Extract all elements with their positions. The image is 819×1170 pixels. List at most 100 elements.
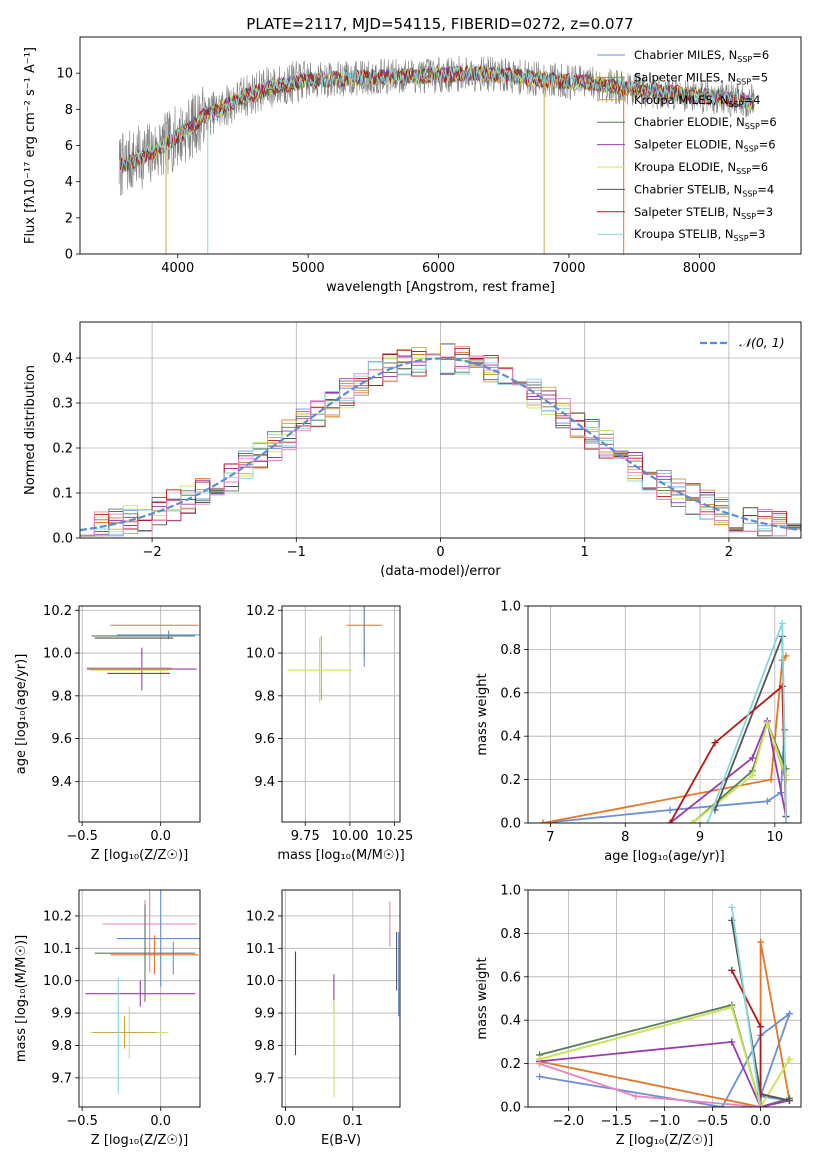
axes-frame [281,605,401,823]
y-tick-label: 9.9 [51,1007,72,1022]
weight-marker [785,1010,793,1018]
y-tick-label: 9.7 [254,1071,275,1086]
legend-label: 𝒩(0, 1) [739,335,785,350]
weight-marker [728,903,736,911]
y-tick-label: 6 [65,139,73,154]
weight-marker [711,739,719,747]
weight-vs-age-panel: 7 8 9 10 0.0 0.2 0.4 0.6 0.8 1.0 age [log₁₀(age/yr… [475,600,802,864]
x-tick-label: 5000 [292,261,325,276]
weight-marker [666,819,674,823]
weight-marker [632,1092,640,1100]
weight-marker [778,682,786,690]
legend-label: Salpeter ELODIE, NSSP=6 [634,138,776,154]
weight-marker [757,1023,765,1031]
y-tick-label: 9.8 [51,689,72,704]
weight-line [539,1040,790,1107]
residual-histogram [80,354,801,537]
x-tick-label: −1.0 [649,1114,681,1129]
mass-vs-ebv-panel: 0.0 0.1 9.7 9.8 9.9 10.0 10.1 10.2 E(B-V) [246,889,401,1148]
y-tick-label: 10.2 [43,604,72,619]
weight-line [706,623,787,823]
y-tick-label: 9.6 [51,732,72,747]
observed-spectrum-line [118,55,755,196]
y-tick-label: 0.0 [500,1101,521,1116]
y-tick-label: 0.2 [500,1057,521,1072]
weight-marker [689,819,697,823]
y-tick-label: 0.0 [500,817,521,832]
weight-marker [785,1096,793,1104]
y-tick-label: 1.0 [500,600,521,615]
weight-marker [782,819,790,823]
weight-line [730,907,762,1107]
x-tick-label: −0.5 [66,1114,98,1129]
x-tick-label: 10.00 [331,829,368,844]
normal-curve [79,357,802,532]
weight-marker [536,1060,544,1068]
y-tick-label: 1.0 [500,884,521,899]
x-tick-label: −1.5 [601,1114,633,1129]
y-tick-label: 9.9 [254,1007,275,1022]
x-tick-label: −2 [143,545,162,560]
x-tick-label: 8000 [683,261,716,276]
weight-marker [763,719,771,727]
x-tick-label: 6000 [422,261,455,276]
x-axis-label: E(B-V) [321,1133,361,1148]
y-axis-label: age [log₁₀(age/yr)] [14,654,29,775]
weight-marker [728,966,736,974]
y-tick-label: 0.8 [500,927,521,942]
y-tick-label: 10.0 [246,974,275,989]
weight-vs-metallicity-panel: −2.0 −1.5 −1.0 −0.5 0.0 0.0 0.2 0.4 0.6 0.8 1.0 Z [… [475,884,802,1148]
x-tick-label: 0.0 [275,1114,296,1129]
axes-frame [78,605,201,823]
y-axis-label: Flux [fλ10⁻¹⁷ erg cm⁻² s⁻¹ A⁻¹] [23,47,38,244]
y-tick-label: 0.3 [52,397,73,412]
weight-line [539,1006,791,1107]
y-tick-label: 0.2 [500,773,521,788]
x-tick-label: 1 [581,545,589,560]
y-tick-label: 10.2 [246,604,275,619]
x-tick-label: −2.0 [553,1114,585,1129]
y-tick-label: 0.0 [52,532,73,547]
weight-marker [536,1073,544,1081]
weight-line [730,969,762,1107]
y-tick-label: 0 [65,248,73,263]
weight-line [669,684,787,823]
y-tick-label: 10 [56,67,73,82]
y-tick-label: 0.6 [500,970,521,985]
y-axis-label: mass [log₁₀(M/M☉)] [14,935,29,1062]
y-tick-label: 0.6 [500,686,521,701]
model-spectrum-line [120,64,755,175]
axes-frame [527,889,802,1108]
x-tick-label: 7000 [552,261,585,276]
x-axis-label: mass [log₁₀(M/M☉)] [277,848,404,863]
legend-label: Salpeter STELIB, NSSP=3 [634,205,773,221]
weight-marker [757,1103,765,1107]
x-tick-label: −1 [287,545,306,560]
x-tick-label: 8 [621,830,629,845]
weight-marker [728,1038,736,1046]
y-tick-label: 0.4 [500,1014,521,1029]
x-axis-label: Z [log₁₀(Z/Z☉)] [91,1133,188,1148]
axes-frame [79,36,802,255]
y-tick-label: 9.8 [254,689,275,704]
y-tick-label: 0.8 [500,643,521,658]
weight-marker [778,619,786,627]
weight-marker [748,771,756,779]
y-tick-label: 9.4 [51,775,72,790]
age-vs-mass-panel: 9.75 10.00 10.25 9.4 9.6 9.8 10.0 10.2 mass [log… [246,604,413,863]
y-tick-label: 10.0 [43,974,72,989]
x-axis-label: Z [log₁₀(Z/Z☉)] [91,848,188,863]
y-tick-label: 2 [65,211,73,226]
y-tick-label: 0.2 [52,442,73,457]
residual-histogram [80,354,801,537]
weight-marker [763,797,771,805]
x-axis-label: age [log₁₀(age/yr)] [604,849,725,864]
weight-line [669,717,787,823]
legend-label: Chabrier STELIB, NSSP=4 [634,182,774,198]
legend-label: Chabrier MILES, NSSP=6 [634,48,769,64]
legend-label: Kroupa ELODIE, NSSP=6 [634,160,768,176]
y-tick-label: 0.4 [500,730,521,745]
weight-marker [718,1103,726,1107]
y-tick-label: 0.4 [52,352,73,367]
x-tick-label: 4000 [161,261,194,276]
